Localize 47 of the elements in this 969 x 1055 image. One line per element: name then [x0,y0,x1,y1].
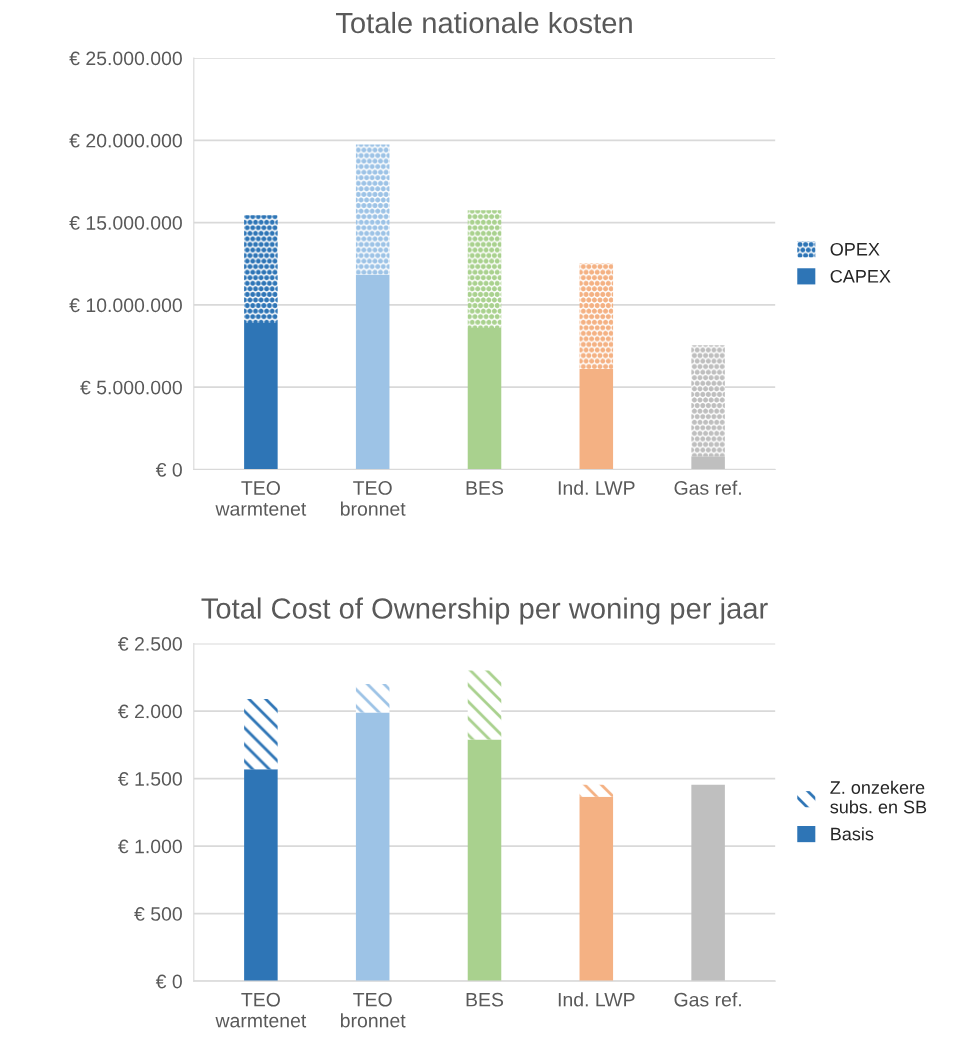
bar [467,327,502,470]
x-tick-label: TEO warmtenet [215,992,307,1028]
bar [467,739,502,982]
legend-label: Basis [831,827,874,841]
bar [355,712,390,982]
bar [467,210,502,328]
bar [355,144,390,275]
y-tick-label: € 15.000.000 [69,216,182,230]
bar [244,698,278,770]
bar [579,369,614,470]
bar [691,345,725,457]
chart-title: Totale nationale kosten [335,11,632,34]
x-tick-label: TEO bronnet [340,992,406,1028]
bar [691,784,725,982]
bar [579,796,614,982]
y-tick-label: € 0 [155,974,182,989]
x-tick-label: BES [466,481,504,495]
bar [467,670,502,740]
bar [355,274,390,470]
y-tick-label: € 20.000.000 [69,133,182,148]
x-tick-label: TEO warmtenet [215,481,307,516]
x-tick-label: Gas ref. [674,480,741,495]
y-tick-label: € 2.500 [117,637,182,651]
legend-label: Z. onzekere subs. en SB [830,780,927,814]
x-tick-label: Ind. LWP [558,480,635,495]
y-tick-label: € 25.000.000 [69,51,182,66]
legend-label: CAPEX [830,269,891,283]
y-tick-label: € 1.000 [117,839,182,854]
x-tick-label: Ind. LWP [558,992,635,1007]
bar [355,684,390,713]
y-tick-label: € 2.000 [117,704,182,719]
bar [244,769,278,982]
legend-label: OPEX [830,242,880,256]
x-tick-label: TEO bronnet [340,481,406,516]
y-tick-label: € 500 [134,907,182,921]
x-tick-label: BES [466,992,504,1007]
y-tick-label: € 0 [155,462,182,477]
y-tick-label: € 1.500 [117,772,182,786]
bar [244,215,278,323]
bar [579,784,614,797]
bar [244,323,278,470]
x-tick-label: Gas ref. [674,992,741,1007]
chart-title: Total Cost of Ownership per woning per jaar [201,597,768,625]
y-tick-label: € 5.000.000 [80,380,182,395]
y-tick-label: € 10.000.000 [69,298,182,313]
bar [579,262,614,370]
bar [691,456,725,470]
